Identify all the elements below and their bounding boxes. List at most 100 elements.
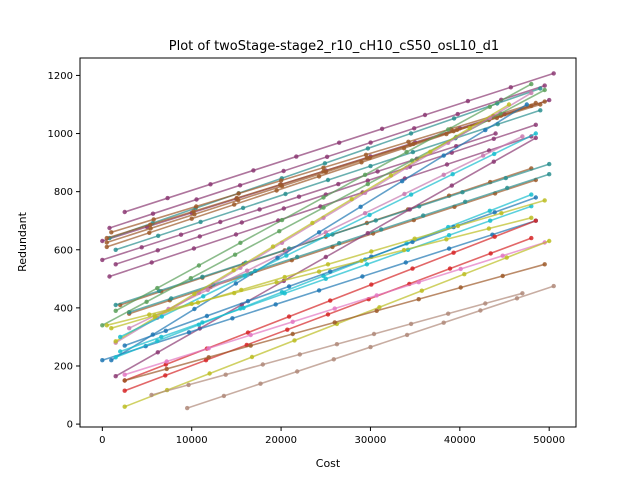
x-tick-label: 30000 [355,435,387,446]
data-point [447,266,453,271]
data-point [191,246,197,251]
data-point [258,381,263,386]
data-point [487,208,492,213]
data-point [449,183,454,188]
data-point [205,287,210,293]
data-point [290,319,295,324]
data-point [244,268,250,273]
data-point [232,252,238,257]
data-point [500,273,505,279]
data-point [421,213,426,218]
data-point [113,308,118,313]
data-point [249,354,255,360]
data-point [533,100,538,106]
data-point [547,238,552,244]
data-point [450,172,455,177]
data-point [410,266,415,271]
series-34 [122,262,547,383]
data-point [529,90,534,96]
y-tick-label: 800 [54,187,73,198]
data-point [159,334,164,340]
data-point [188,276,193,281]
x-tick-label: 40000 [444,435,476,446]
y-axis: 0 200 400 600 800 1000 1200 [48,71,80,431]
data-point [277,229,282,234]
data-point [185,405,190,411]
data-point [492,151,497,157]
data-point [155,350,160,355]
data-point [379,227,384,232]
data-point [286,284,292,289]
data-point [542,99,547,104]
data-point [204,313,210,319]
series-19 [127,134,525,331]
data-point [503,175,508,181]
data-point [533,131,538,136]
data-point [365,146,371,151]
data-point [520,134,525,139]
data-point [508,85,513,90]
series-35 [185,283,556,411]
data-point [192,306,197,312]
x-tick-label: 50000 [533,435,565,446]
data-point [465,98,471,104]
data-point [323,254,328,260]
data-point [155,285,160,291]
series-layer [100,71,556,411]
data-point [551,283,556,289]
data-point [290,331,295,337]
series-28 [104,215,534,328]
data-point [533,122,538,128]
data-point [279,217,285,223]
data-point [165,195,170,201]
data-point [458,285,463,290]
data-point [113,339,118,344]
data-point [248,343,253,348]
data-point [441,172,446,177]
data-point [375,169,380,174]
data-point [286,314,292,319]
data-point [446,127,451,132]
data-point [191,209,196,214]
data-point [189,216,194,221]
data-point [322,161,328,166]
data-point [547,172,552,177]
data-point [358,204,363,209]
data-point [446,246,452,251]
data-point [400,179,405,184]
data-point [422,112,428,118]
data-point [451,116,457,121]
data-point [107,225,112,231]
data-point [147,312,152,317]
data-point [186,382,191,388]
data-point [467,126,472,131]
data-point [223,372,228,377]
data-point [529,215,534,220]
data-point [533,135,538,141]
data-point [156,233,161,238]
data-point [113,374,118,379]
y-tick-label: 1200 [48,71,73,82]
data-point [529,235,534,241]
data-point [233,232,239,237]
data-point [296,194,302,199]
data-point [292,338,297,343]
data-point [316,230,322,235]
data-point [406,139,411,144]
series-29 [109,198,547,331]
data-point [159,314,164,319]
data-point [374,308,379,313]
data-point [195,300,201,305]
data-point [239,287,244,293]
data-point [483,301,488,306]
data-point [282,274,287,280]
x-tick-label: 20000 [265,435,297,446]
data-point [542,83,547,88]
data-point [460,190,465,195]
data-point [408,192,414,197]
data-point [218,219,223,225]
data-point [316,174,322,179]
data-point [197,234,202,239]
data-point [328,269,333,274]
data-point [337,241,342,246]
